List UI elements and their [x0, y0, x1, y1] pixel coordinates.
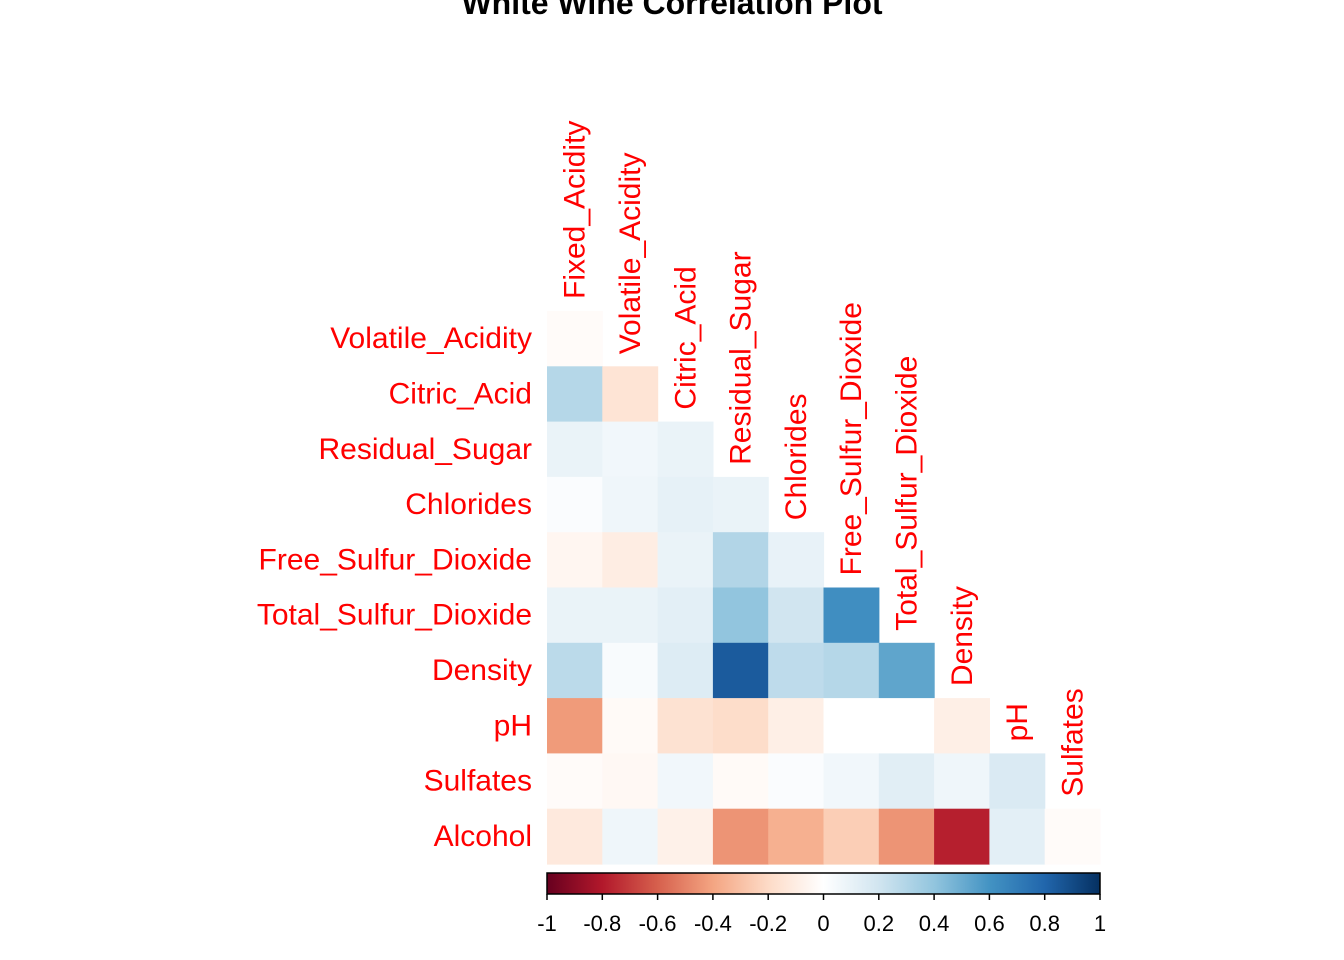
heatmap-cell	[547, 587, 603, 644]
column-label: Sulfates	[1056, 688, 1089, 796]
colorbar-tick-label: 0.6	[974, 911, 1005, 936]
heatmap-cell	[547, 753, 603, 810]
heatmap-cell	[547, 642, 603, 699]
row-label: Volatile_Acidity	[330, 322, 532, 355]
row-label: Alcohol	[434, 820, 532, 853]
colorbar-tick-label: -0.6	[639, 911, 677, 936]
heatmap-cell	[712, 587, 769, 644]
colorbar-tick-label: -1	[537, 911, 557, 936]
heatmap-cell	[768, 587, 825, 644]
column-label: Volatile_Acidity	[614, 153, 647, 355]
heatmap-cell	[657, 753, 714, 810]
column-label: Citric_Acid	[669, 266, 702, 409]
heatmap-cell	[878, 753, 935, 810]
heatmap-cell	[768, 753, 825, 810]
colorbar-tick-label: 0.8	[1029, 911, 1060, 936]
heatmap-cell	[547, 476, 603, 533]
heatmap-cell	[878, 808, 935, 865]
heatmap-cell	[712, 532, 769, 589]
heatmap-cell	[547, 532, 603, 589]
heatmap-cell	[712, 642, 769, 699]
heatmap-cell	[602, 532, 659, 589]
heatmap-cell	[712, 753, 769, 810]
heatmap-cell	[657, 808, 714, 865]
heatmap-cell	[657, 587, 714, 644]
heatmap-cell	[602, 476, 659, 533]
colorbar-gradient	[546, 872, 1101, 895]
colorbar-tick-label: 0.4	[919, 911, 950, 936]
heatmap-cell	[1044, 808, 1101, 865]
row-labels: Volatile_Acidity Citric_Acid Residual_Suga…	[257, 322, 532, 853]
heatmap-cell	[602, 421, 659, 478]
heatmap-cell	[712, 808, 769, 865]
heatmap-cell	[602, 753, 659, 810]
heatmap-cell	[657, 642, 714, 699]
colorbar-tick-label: 1	[1094, 911, 1106, 936]
heatmap-cell	[989, 753, 1046, 810]
colorbar-tick-label: -0.2	[749, 911, 787, 936]
heatmap-cell	[768, 532, 825, 589]
heatmap-cell	[823, 753, 880, 810]
heatmap-cell	[602, 366, 659, 423]
heatmap-cell	[657, 421, 714, 478]
column-label: Fixed_Acidity	[559, 121, 592, 299]
heatmap-cell	[547, 311, 603, 367]
heatmap-cell	[823, 698, 880, 754]
row-label: Chlorides	[405, 488, 532, 521]
row-label: Residual_Sugar	[319, 433, 532, 466]
colorbar-tick-label: -0.4	[694, 911, 732, 936]
colorbar-ticks: -1 -0.8 -0.6 -0.4 -0.2 0 0.2 0.4 0.6 0.8 1	[537, 894, 1106, 936]
heatmap-cell	[768, 808, 825, 865]
column-label: Chlorides	[780, 393, 813, 520]
heatmap-cell	[602, 587, 659, 644]
heatmap-cell	[602, 698, 659, 754]
heatmap-cell	[712, 698, 769, 754]
heatmap-cell	[712, 476, 769, 533]
heatmap-cell	[823, 808, 880, 865]
heatmap-cells	[547, 311, 1101, 865]
column-label: Total_Sulfur_Dioxide	[891, 356, 924, 631]
colorbar-legend: -1 -0.8 -0.6 -0.4 -0.2 0 0.2 0.4 0.6 0.8 1	[537, 872, 1106, 936]
row-label: Density	[432, 654, 532, 687]
colorbar-tick-label: 0	[817, 911, 829, 936]
heatmap-cell	[989, 808, 1046, 865]
heatmap-cell	[768, 698, 825, 754]
column-labels: Fixed_Acidity Volatile_Acidity Citric_Acid…	[559, 121, 1090, 797]
heatmap-cell	[602, 808, 659, 865]
column-label: Density	[946, 586, 979, 686]
heatmap-cell	[878, 698, 935, 754]
heatmap-cell	[547, 698, 603, 754]
colorbar-tick-label: -0.8	[583, 911, 621, 936]
heatmap-cell	[878, 642, 935, 699]
heatmap-cell	[657, 532, 714, 589]
heatmap-cell	[657, 698, 714, 754]
row-label: Total_Sulfur_Dioxide	[257, 599, 532, 632]
heatmap-cell	[934, 808, 990, 865]
heatmap-cell	[823, 587, 880, 644]
row-label: Sulfates	[424, 765, 532, 798]
heatmap-cell	[934, 753, 990, 810]
heatmap-cell	[657, 476, 714, 533]
heatmap-cell	[602, 642, 659, 699]
row-label: Free_Sulfur_Dioxide	[259, 543, 532, 576]
column-label: Free_Sulfur_Dioxide	[835, 302, 868, 575]
heatmap-cell	[823, 642, 880, 699]
heatmap-cell	[934, 698, 990, 754]
row-label: pH	[494, 709, 532, 742]
heatmap-cell	[547, 808, 603, 865]
chart-title: White Wine Correlation Plot	[461, 0, 882, 21]
colorbar-tick-label: 0.2	[864, 911, 895, 936]
column-label: Residual_Sugar	[725, 251, 758, 464]
heatmap-cell	[768, 642, 825, 699]
column-label: pH	[1001, 703, 1034, 741]
row-label: Citric_Acid	[389, 377, 532, 410]
heatmap-cell	[547, 421, 603, 478]
heatmap-cell	[547, 366, 603, 423]
